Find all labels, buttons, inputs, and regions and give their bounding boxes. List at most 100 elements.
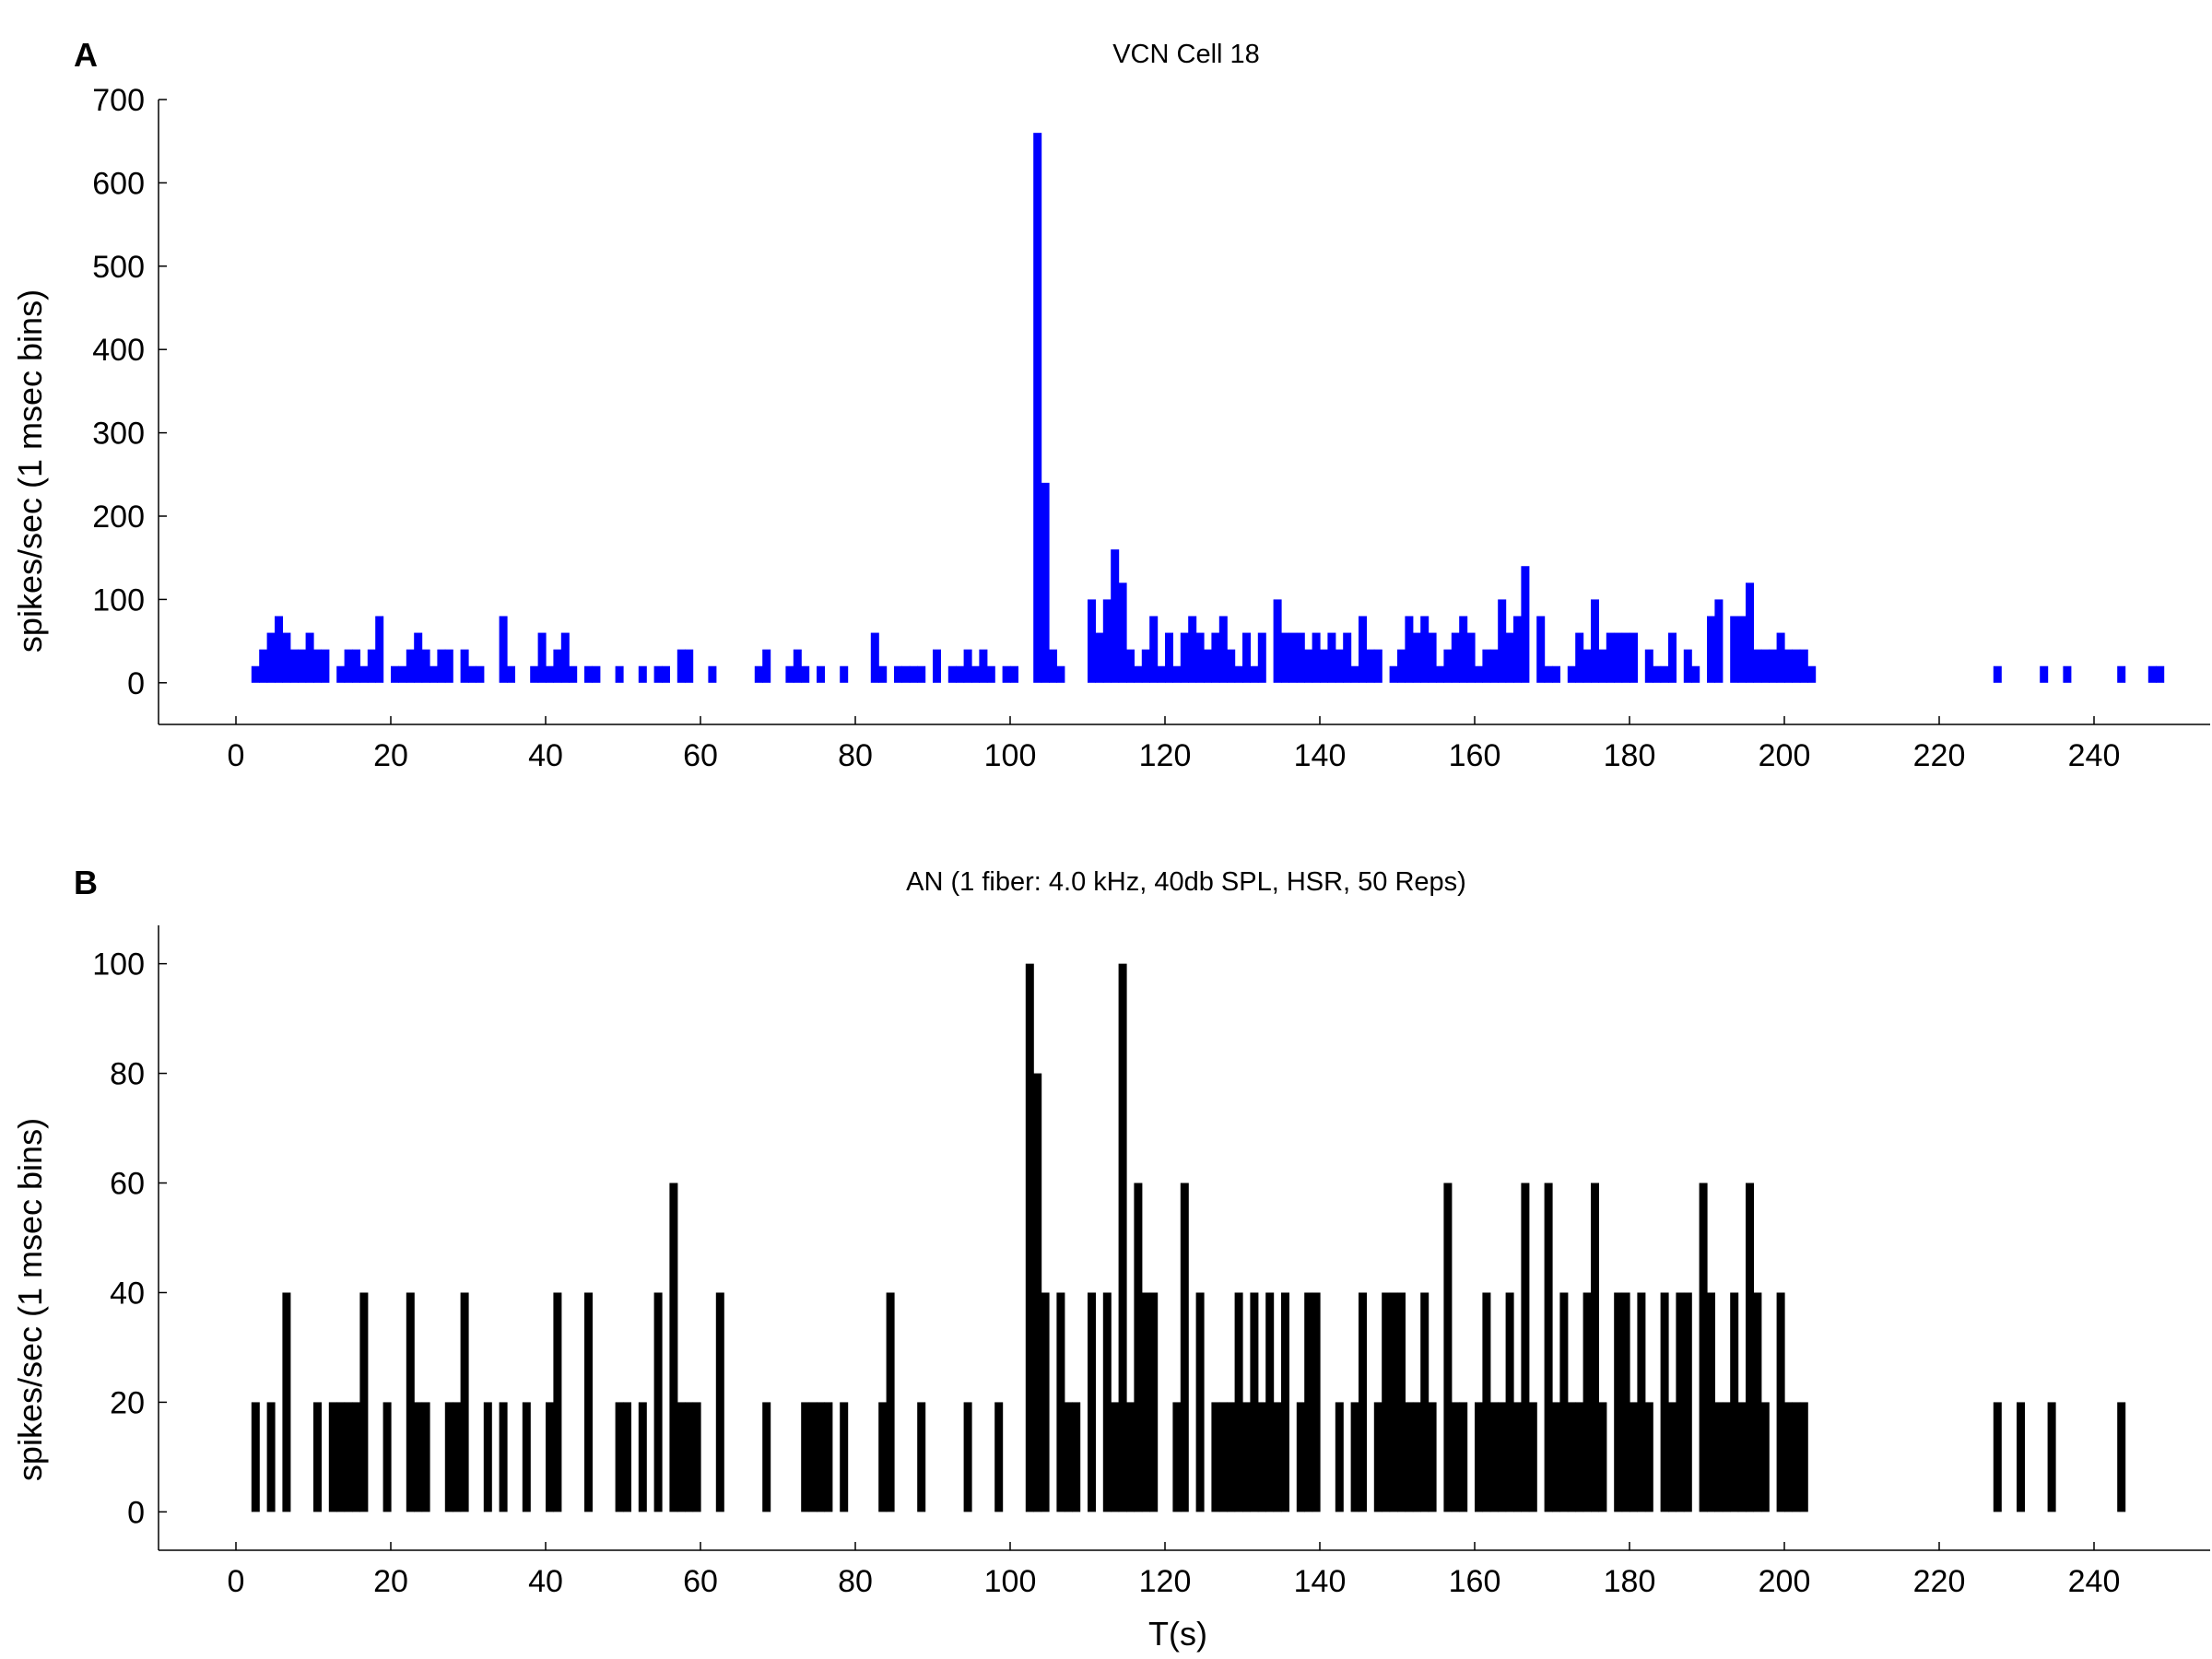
panel-b-bar [808,1402,818,1512]
panel-a-bar [367,649,376,683]
panel-a-y-axis-label: spikes/sec (1 msec bins) [11,289,49,653]
panel-b-x-tick-label: 40 [528,1564,563,1599]
panel-b-bar [1583,1292,1592,1512]
panel-a-bar [476,665,485,683]
panel-a-bar [947,665,957,683]
panel-a-bar [1296,632,1305,683]
panel-a-bar [979,649,988,683]
panel-a-x-tick-label: 200 [1759,738,1811,773]
panel-a-bar [1257,632,1266,683]
panel-a-bar [266,632,276,683]
panel-a-x-tick-label: 80 [838,738,873,773]
panel-a-bar [1575,632,1584,683]
panel-a-bar [1335,649,1344,683]
panel-a-bar [1227,649,1236,683]
panel-a-bar [909,665,918,683]
panel-a-bar [801,665,810,683]
panel-b-bar [1373,1402,1382,1512]
panel-b-bar [1528,1402,1537,1512]
panel-b-bar [1033,1073,1042,1512]
panel-a-bar [1993,665,2002,683]
panel-a-bar [1451,632,1460,683]
panel-a-bar [1660,665,1669,683]
panel-a-bar [1428,632,1437,683]
panel-b-bar [2017,1402,2025,1512]
panel-a-bar [1397,649,1406,683]
panel-a-y-tick-label: 0 [127,666,145,701]
panel-b-bar [1614,1292,1623,1512]
panel-a-bar [584,665,593,683]
panel-b-bar [1172,1402,1182,1512]
panel-a-bar [1630,632,1638,683]
panel-a-y-tick-label: 700 [92,83,145,118]
panel-b-bar [522,1402,531,1512]
panel-a-bar [1668,632,1677,683]
panel-b-bar [762,1402,771,1512]
panel-a-bar [1033,133,1042,683]
panel-b-bar [1281,1292,1289,1512]
panel-b-bar [1242,1402,1251,1512]
panel-a-bar [1250,665,1259,683]
panel-a-bar [1041,482,1050,683]
panel-a-bar [785,665,794,683]
panel-a-bar [1304,649,1313,683]
panel-b-bar [1211,1402,1220,1512]
panel-b-bar [886,1292,895,1512]
panel-b-bar [1660,1292,1669,1512]
panel-a-bar [1320,649,1328,683]
panel-a-bar [375,616,384,683]
panel-b-bar [313,1402,322,1512]
panel-a-bar [986,665,995,683]
panel-a: A VCN Cell 18 spikes/sec (1 msec bins) 0… [11,36,2210,773]
panel-b-bar [584,1292,593,1512]
panel-a-bar [1707,616,1715,683]
panel-a-bar [956,665,965,683]
panel-a-x-tick-label: 220 [1913,738,1966,773]
panel-b-bar [483,1402,492,1512]
panel-a-bar [1691,665,1700,683]
panel-a-bar [444,649,453,683]
panel-b-x-axis-label: T(s) [1148,1615,1207,1653]
panel-b-bar [1335,1402,1344,1512]
panel-b-bar [460,1292,469,1512]
panel-b-bar [499,1402,508,1512]
panel-b-y-tick-label: 20 [110,1385,145,1420]
panel-a-bar [1056,665,1065,683]
panel-b-bar [1699,1182,1708,1512]
panel-a-bar [2063,665,2072,683]
panel-b-bar [1451,1402,1460,1512]
panel-b-bar [1064,1402,1073,1512]
panel-a-bar [1281,632,1289,683]
panel-a-bar [344,649,353,683]
panel-b-bar [1784,1402,1793,1512]
panel-b-x-tick-label: 100 [984,1564,1037,1599]
panel-a-bar [1653,665,1662,683]
panel-a-bar [1606,632,1615,683]
panel-a-bar [817,665,825,683]
panel-b-y-tick-label: 80 [110,1057,145,1092]
panel-b-bar [1141,1292,1150,1512]
panel-b-bar [1149,1292,1159,1512]
panel-a-bar [1746,582,1754,683]
panel-a-bar [352,649,360,683]
panel-b-title: AN (1 fiber: 4.0 kHz, 40db SPL, HSR, 50 … [906,867,1466,897]
panel-b-bar [1428,1402,1437,1512]
panel-a-bar [762,649,771,683]
panel-b-x-tick-label: 160 [1449,1564,1501,1599]
panel-b-y-axis-label: spikes/sec (1 msec bins) [11,1118,49,1481]
panel-a-bar [1598,649,1607,683]
panel-a-bar [1312,632,1321,683]
panel-a-bar [1002,665,1011,683]
panel-b-x-tick-label: 80 [838,1564,873,1599]
panel-a-bar [1118,582,1127,683]
panel-b-bar [1630,1402,1638,1512]
panel-a-bar [1327,632,1336,683]
panel-b-bar [1746,1182,1754,1512]
panel-a-bar [1536,616,1546,683]
panel-b-bar [1505,1292,1514,1512]
panel-a-bar [1737,616,1747,683]
panel-a-x-tick-label: 240 [2068,738,2121,773]
panel-b-bar [677,1402,686,1512]
panel-b-bar [1760,1402,1770,1512]
panel-b-bar [421,1402,430,1512]
